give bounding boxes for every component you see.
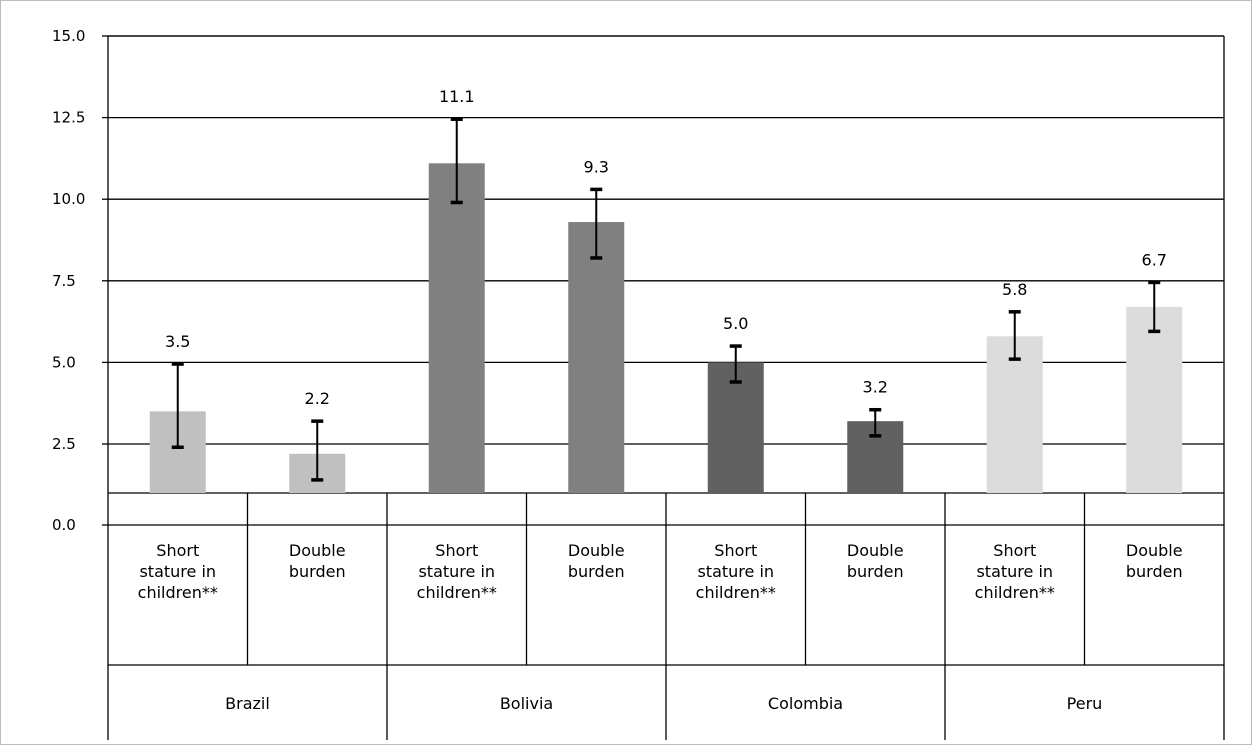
data-label: 3.2: [863, 378, 888, 397]
y-tick-labels: 0.0 2.5 5.0 7.5 10.0 12.5 15.0: [52, 27, 85, 534]
category-label-line: Short: [156, 541, 199, 560]
y-tick-label: 15.0: [52, 27, 85, 45]
data-label: 2.2: [305, 389, 330, 408]
category-label-line: Short: [993, 541, 1036, 560]
group-label-peru: Peru: [1067, 694, 1103, 713]
data-label: 11.1: [439, 87, 475, 106]
bar: [568, 222, 625, 493]
bar: [1126, 306, 1183, 493]
category-label-line: Double: [568, 541, 625, 560]
category-label-line: burden: [847, 562, 904, 581]
category-label-line: Double: [1126, 541, 1183, 560]
bar: [986, 336, 1043, 493]
data-label: 6.7: [1142, 250, 1167, 269]
category-label-line: Short: [714, 541, 757, 560]
group-label-colombia: Colombia: [768, 694, 843, 713]
category-label-line: children**: [696, 583, 776, 602]
y-tick-label: 7.5: [52, 272, 76, 290]
category-label-line: Double: [847, 541, 904, 560]
category-label-line: Short: [435, 541, 478, 560]
data-label: 9.3: [584, 157, 609, 176]
gridlines: [108, 35, 1224, 526]
group-label-bolivia: Bolivia: [500, 694, 553, 713]
data-label: 3.5: [165, 332, 190, 351]
category-label-line: children**: [975, 583, 1055, 602]
category-label-line: children**: [417, 583, 497, 602]
category-label-line: stature in: [418, 562, 495, 581]
data-labels: 3.5 2.2 11.1 9.3 5.0 3.2 5.8 6.7: [165, 87, 1167, 408]
bar: [707, 362, 764, 493]
category-label-line: burden: [289, 562, 346, 581]
axes: [102, 35, 1225, 740]
data-label: 5.8: [1002, 280, 1027, 299]
category-label-line: burden: [568, 562, 625, 581]
y-tick-label: 5.0: [52, 353, 76, 371]
category-label-line: stature in: [976, 562, 1053, 581]
group-label-brazil: Brazil: [225, 694, 270, 713]
category-label-line: stature in: [697, 562, 774, 581]
category-label-line: Double: [289, 541, 346, 560]
y-tick-label: 12.5: [52, 109, 85, 127]
data-label: 5.0: [723, 314, 748, 333]
category-labels: Brazil Short stature in children** Double bur…: [138, 541, 1183, 713]
error-bars: [171, 117, 1161, 482]
bar: [428, 163, 485, 493]
y-tick-label: 2.5: [52, 435, 76, 453]
category-label-line: burden: [1126, 562, 1183, 581]
y-tick-label: 10.0: [52, 190, 85, 208]
category-label-line: stature in: [139, 562, 216, 581]
category-label-line: children**: [138, 583, 218, 602]
y-tick-label: 0.0: [52, 516, 76, 534]
